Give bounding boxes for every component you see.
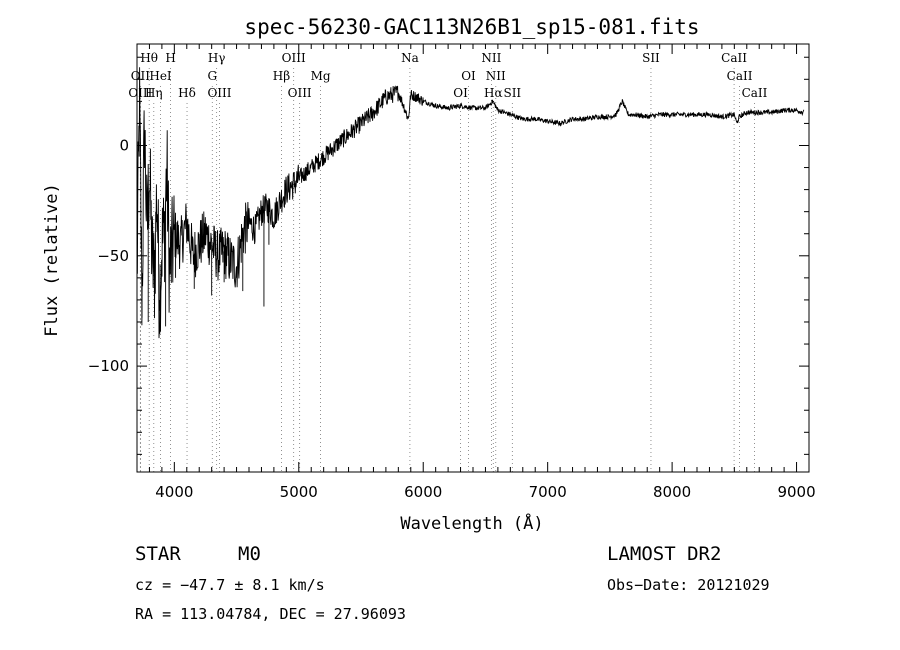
y-axis-ticks: 0 −50 −100 — [88, 56, 809, 455]
chart-title: spec-56230-GAC113N26B1_sp15-081.fits — [244, 15, 699, 39]
emission-line-label: G — [207, 69, 217, 83]
emission-line-label: OI — [461, 69, 476, 83]
coordinates: RA = 113.04784, DEC = 27.96093 — [135, 605, 406, 623]
emission-line-label: OIII — [128, 86, 152, 100]
spectrum-noise-spikes — [141, 200, 270, 327]
observation-date: Obs−Date: 20121029 — [607, 576, 770, 594]
emission-line-label: Hβ — [273, 69, 290, 83]
emission-line-label: CaII — [721, 51, 747, 65]
emission-line-label: OIII — [207, 86, 231, 100]
emission-line-label: OII — [131, 69, 151, 83]
emission-line-labels: Hθ H Hγ OIII Na NII SII CaII OII HeI G Hβ Mg OI NII CaI… — [128, 51, 767, 100]
emission-line-label: NII — [481, 51, 501, 65]
object-class: STAR — [135, 543, 181, 565]
emission-line-label: Hγ — [208, 51, 226, 65]
survey-name: LAMOST DR2 — [607, 543, 722, 565]
emission-line-label: CaII — [727, 69, 753, 83]
emission-line-label: SII — [642, 51, 660, 65]
emission-line-label: OI — [453, 86, 468, 100]
x-tick-label: 6000 — [404, 483, 442, 501]
emission-line-label: Na — [401, 51, 419, 65]
emission-line-label: Mg — [311, 69, 331, 83]
y-tick-label: 0 — [119, 136, 129, 154]
emission-line-label: Hη — [145, 86, 163, 100]
redshift-velocity: cz = −47.7 ± 8.1 km/s — [135, 576, 325, 594]
emission-line-label: SII — [503, 86, 521, 100]
emission-line-markers — [139, 68, 755, 472]
emission-line-label: HeI — [149, 69, 172, 83]
emission-line-label: OIII — [282, 51, 306, 65]
emission-line-label: CaII — [742, 86, 768, 100]
y-tick-label: −50 — [97, 247, 129, 265]
emission-line-label: H — [165, 51, 175, 65]
x-tick-label: 7000 — [529, 483, 567, 501]
x-tick-label: 5000 — [280, 483, 318, 501]
y-tick-label: −100 — [88, 357, 129, 375]
x-tick-label: 9000 — [777, 483, 815, 501]
emission-line-label: Hα — [484, 86, 503, 100]
x-axis-ticks: 4000 5000 6000 7000 8000 9000 — [148, 44, 816, 501]
spectrum-line — [136, 67, 805, 339]
y-axis-label: Flux (relative) — [42, 183, 62, 337]
x-tick-label: 8000 — [653, 483, 691, 501]
emission-line-label: Hθ — [140, 51, 158, 65]
emission-line-label: Hδ — [178, 86, 196, 100]
x-axis-label: Wavelength (Å) — [400, 512, 543, 534]
x-tick-label: 4000 — [155, 483, 193, 501]
emission-line-label: OIII — [288, 86, 312, 100]
object-subclass: M0 — [238, 543, 261, 565]
emission-line-label: NII — [486, 69, 506, 83]
